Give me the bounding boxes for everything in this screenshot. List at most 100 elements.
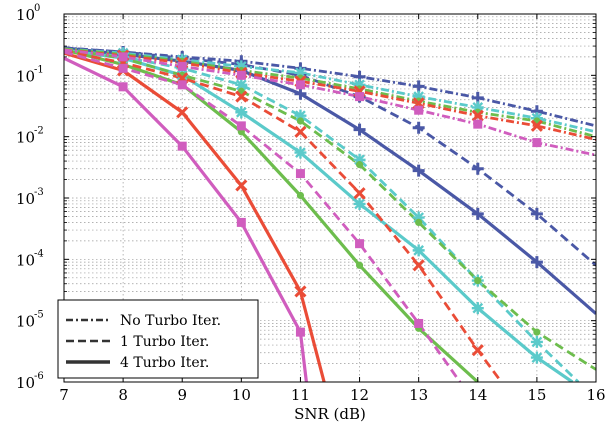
series-line-14 xyxy=(64,56,308,382)
x-tick-label: 16 xyxy=(586,386,605,404)
marker-square xyxy=(355,92,365,102)
marker-cross xyxy=(471,344,484,357)
marker-dot xyxy=(474,277,482,285)
y-tick-exponent: -6 xyxy=(34,371,44,382)
marker-cross xyxy=(294,125,307,138)
y-tick-exponent: -3 xyxy=(34,187,44,198)
series-line-3 xyxy=(64,47,596,134)
y-tick-label: 10-5 xyxy=(16,310,44,331)
marker-plus xyxy=(412,164,425,177)
marker-square xyxy=(295,80,305,90)
marker-dot xyxy=(355,161,364,169)
marker-plus xyxy=(471,207,484,220)
legend-entries: No Turbo Iter. 1 Turbo Iter. 4 Turbo Iter. xyxy=(66,313,221,371)
series-line-9 xyxy=(64,48,596,141)
marker-dot xyxy=(296,117,305,125)
marker-plus xyxy=(412,121,425,134)
y-tick-exponent: -2 xyxy=(34,126,44,137)
marker-square xyxy=(177,141,187,151)
y-tick-base: 10 xyxy=(16,190,35,208)
marker-cross xyxy=(412,259,425,272)
marker-square xyxy=(177,61,187,71)
x-tick-label: 13 xyxy=(409,386,428,404)
marker-square xyxy=(414,105,424,115)
marker-square xyxy=(118,63,128,73)
y-tick-base: 10 xyxy=(16,6,35,24)
marker-asterisk xyxy=(235,78,248,91)
marker-plus xyxy=(530,207,543,220)
marker-square xyxy=(414,318,424,328)
y-tick-base: 10 xyxy=(16,67,35,85)
marker-square xyxy=(295,169,305,179)
marker-layer xyxy=(117,46,543,364)
legend-label: No Turbo Iter. xyxy=(120,313,221,329)
marker-asterisk xyxy=(353,197,366,210)
x-tick-label: 7 xyxy=(59,386,69,404)
marker-square xyxy=(118,82,128,92)
y-tick-exponent: -5 xyxy=(34,310,44,321)
y-tick-label: 10-6 xyxy=(16,371,44,392)
y-tick-exponent: 0 xyxy=(34,3,40,14)
series-line-12 xyxy=(64,48,596,157)
marker-dot xyxy=(533,328,541,336)
x-tick-label: 14 xyxy=(468,386,487,404)
series-line-6 xyxy=(64,47,596,139)
marker-plus xyxy=(353,123,366,136)
series-line-7 xyxy=(64,47,596,371)
legend-label: 4 Turbo Iter. xyxy=(120,355,209,371)
y-tick-exponent: -1 xyxy=(34,64,44,75)
series-line-8 xyxy=(64,48,479,382)
x-tick-label: 15 xyxy=(527,386,546,404)
y-tick-base: 10 xyxy=(16,313,35,331)
x-tick-label: 9 xyxy=(177,386,187,404)
y-tick-base: 10 xyxy=(16,251,35,269)
marker-asterisk xyxy=(294,109,307,122)
y-tick-label: 10-2 xyxy=(16,126,44,147)
marker-cross xyxy=(353,187,366,200)
series-line-4 xyxy=(64,47,580,382)
marker-cross xyxy=(235,179,248,192)
marker-square xyxy=(295,327,305,337)
marker-square xyxy=(236,217,246,227)
marker-plus xyxy=(412,80,425,93)
y-tick-base: 10 xyxy=(16,129,35,147)
marker-asterisk xyxy=(530,335,543,348)
marker-dot xyxy=(415,218,423,227)
x-tick-label: 8 xyxy=(118,386,128,404)
legend-box xyxy=(57,299,259,379)
marker-asterisk xyxy=(294,66,307,79)
marker-cross xyxy=(471,109,484,122)
marker-cross xyxy=(235,90,248,103)
legend: No Turbo Iter. 1 Turbo Iter. 4 Turbo Iter. xyxy=(57,299,259,379)
marker-asterisk xyxy=(412,244,425,257)
marker-plus xyxy=(471,162,484,175)
y-tick-base: 10 xyxy=(16,374,35,392)
marker-square xyxy=(236,121,246,131)
marker-asterisk xyxy=(235,106,248,119)
y-tick-label: 10-1 xyxy=(16,64,44,85)
x-tick-label: 10 xyxy=(232,386,251,404)
marker-square xyxy=(355,239,365,249)
series-line-2 xyxy=(64,46,596,315)
marker-asterisk xyxy=(353,78,366,91)
marker-cross xyxy=(530,119,543,132)
marker-square xyxy=(473,119,483,129)
marker-plus xyxy=(530,256,543,269)
marker-asterisk xyxy=(412,211,425,224)
marker-dot xyxy=(355,261,364,269)
series-line-13 xyxy=(64,50,462,382)
marker-asterisk xyxy=(471,101,484,114)
marker-asterisk xyxy=(235,60,248,73)
series-line-0 xyxy=(64,46,596,128)
y-tick-exponent: -4 xyxy=(34,248,44,259)
marker-square xyxy=(118,52,128,62)
x-tick-label: 11 xyxy=(291,386,310,404)
marker-asterisk xyxy=(294,146,307,159)
marker-plus xyxy=(294,87,307,100)
marker-square xyxy=(177,80,187,90)
x-axis-label: SNR (dB) xyxy=(294,405,366,423)
marker-asterisk xyxy=(471,302,484,315)
marker-cross xyxy=(294,285,307,298)
marker-asterisk xyxy=(530,351,543,364)
